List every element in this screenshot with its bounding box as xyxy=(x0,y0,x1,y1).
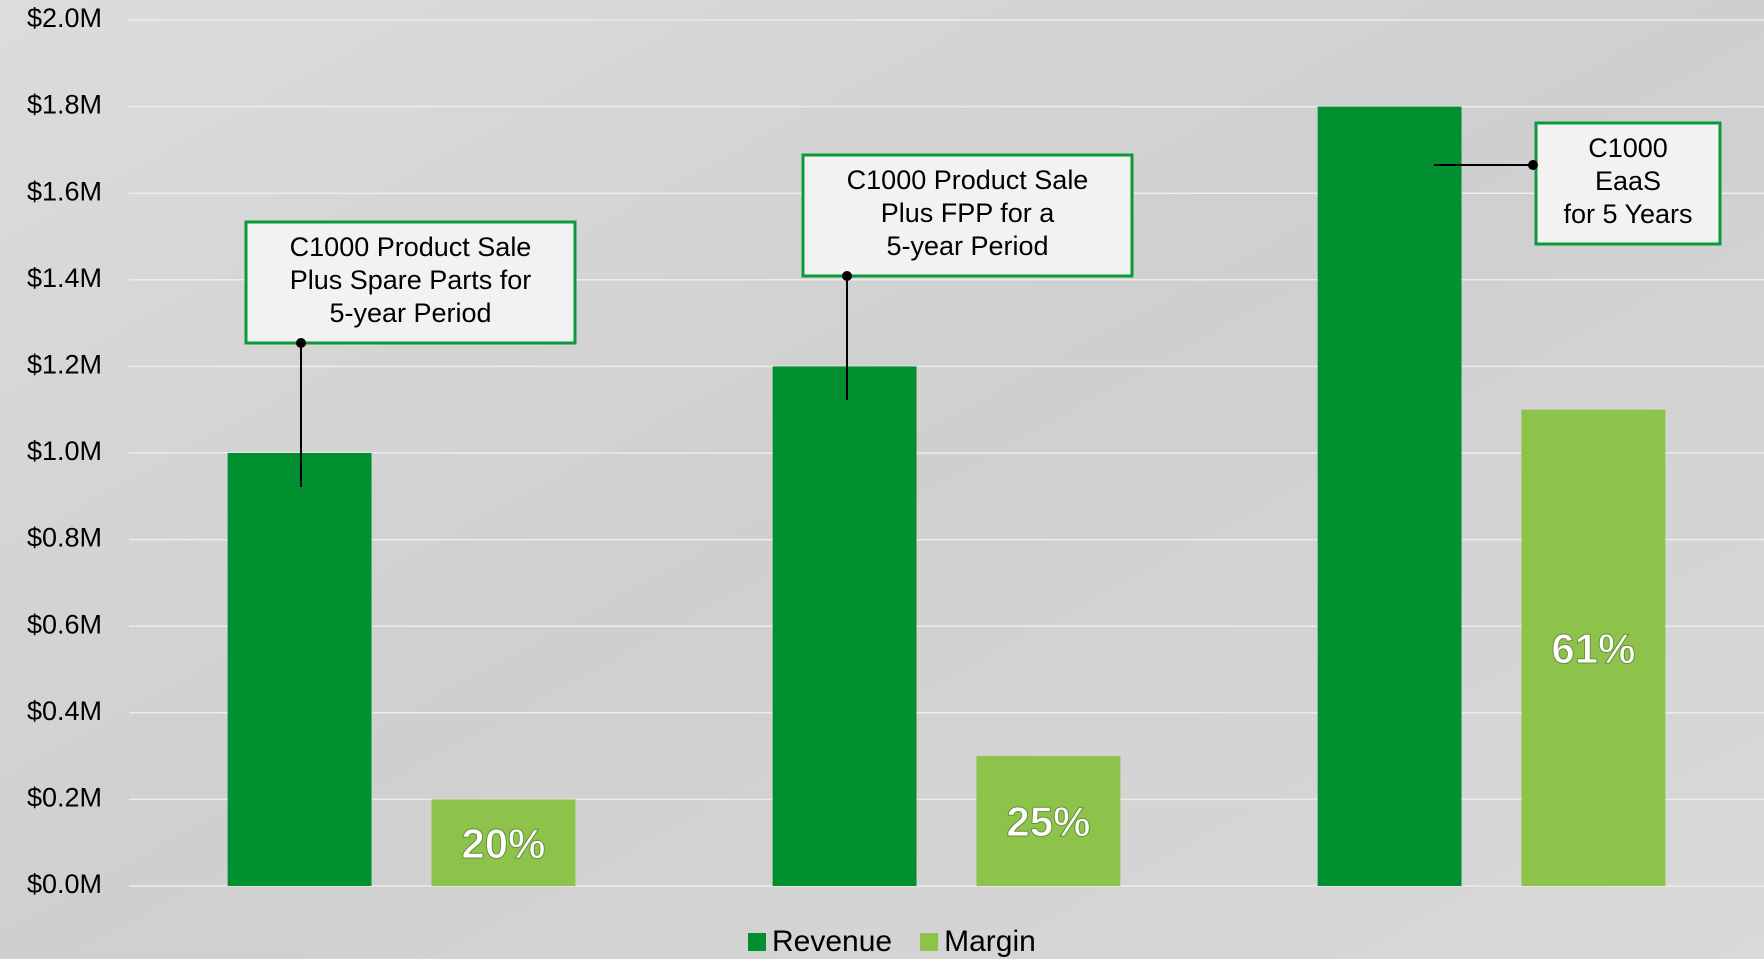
data-label: 20% xyxy=(461,820,545,867)
legend-label: Margin xyxy=(944,925,1036,958)
bar xyxy=(1317,106,1462,887)
y-tick-label: $2.0M xyxy=(27,3,102,33)
callout-text: 5-year Period xyxy=(329,298,491,328)
bar xyxy=(431,799,576,886)
y-tick-label: $0.8M xyxy=(27,523,102,553)
callout-text: Plus FPP for a xyxy=(881,198,1056,228)
y-tick-label: $0.4M xyxy=(27,696,102,726)
callout-dot xyxy=(296,338,306,348)
callout-text: EaaS xyxy=(1595,166,1661,196)
y-tick-label: $1.4M xyxy=(27,263,102,293)
y-tick-label: $1.6M xyxy=(27,176,102,206)
callout-box xyxy=(244,220,577,345)
callout-text: C1000 Product Sale xyxy=(847,165,1089,195)
data-label: 61% xyxy=(1551,625,1635,672)
y-tick-label: $0.6M xyxy=(27,609,102,639)
bar xyxy=(1521,409,1666,886)
callout-box xyxy=(1534,121,1722,246)
y-tick-label: $1.0M xyxy=(27,436,102,466)
callout-dot xyxy=(1528,160,1538,170)
bar xyxy=(227,453,372,886)
callout-text: C1000 xyxy=(1588,133,1668,163)
y-tick-label: $1.2M xyxy=(27,350,102,380)
y-tick-label: $0.0M xyxy=(27,869,102,899)
callout-dot xyxy=(842,271,852,281)
callout-text: 5-year Period xyxy=(886,231,1048,261)
legend-swatch xyxy=(920,933,939,951)
callout-box xyxy=(801,153,1134,278)
legend-label: Revenue xyxy=(772,925,892,958)
y-tick-label: $1.8M xyxy=(27,90,102,120)
y-tick-label: $0.2M xyxy=(27,783,102,813)
legend-swatch xyxy=(748,933,766,951)
callout-text: for 5 Years xyxy=(1563,199,1692,229)
bar xyxy=(772,366,917,886)
callout-text: C1000 Product Sale xyxy=(290,232,532,262)
bar xyxy=(976,756,1121,886)
callout-text: Plus Spare Parts for xyxy=(290,265,532,295)
data-label: 25% xyxy=(1006,798,1090,845)
